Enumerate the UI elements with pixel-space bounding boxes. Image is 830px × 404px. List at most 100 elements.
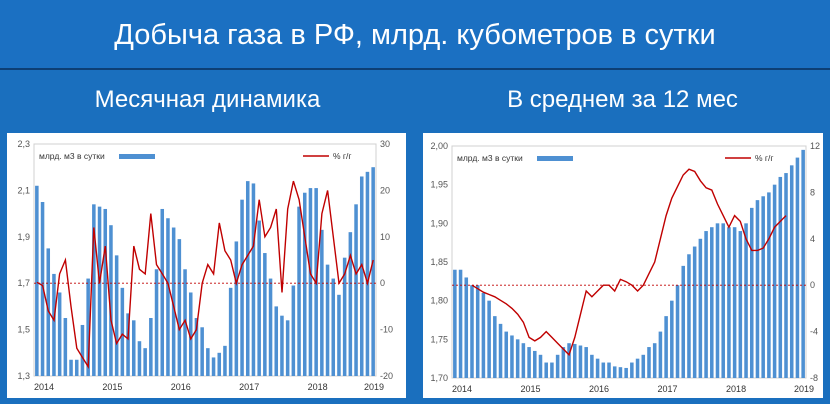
y-right-tick-label: 8	[810, 187, 815, 197]
bar	[607, 362, 611, 378]
x-tick-label: 2018	[308, 382, 328, 392]
bar	[240, 199, 244, 376]
bar	[464, 277, 469, 378]
bar	[504, 331, 509, 378]
y-left-tick-label: 1,80	[430, 296, 448, 306]
y-right-tick-label: 10	[380, 232, 390, 242]
legend-bars-swatch	[537, 156, 573, 161]
bar	[131, 320, 136, 376]
y-left-tick-label: 1,75	[430, 334, 448, 344]
bar	[92, 204, 96, 376]
annual-average-chart-svg: 1,70 1,75 1,80 1,85 1,90 1,95 2,00 -8 -4 0 4 8 12 201…	[430, 141, 820, 394]
bar	[692, 246, 697, 378]
x-tick-label: 2015	[102, 382, 122, 392]
bar	[515, 339, 520, 378]
bar	[206, 348, 210, 376]
bar	[109, 225, 113, 376]
y-right-tick-label: 12	[810, 141, 820, 151]
bar	[149, 318, 153, 376]
yoy-line	[471, 168, 787, 357]
bar	[744, 223, 748, 378]
bar	[74, 359, 79, 376]
monthly-chart-svg: 1,3 1,5 1,7 1,9 2,1 2,3 -20 -10 0 10 20 30 2014 2015 2…	[17, 139, 393, 392]
bar	[470, 285, 474, 378]
y-left-tick-label: 1,7	[17, 278, 30, 288]
bar	[257, 220, 261, 376]
bar	[778, 176, 783, 378]
bar	[40, 202, 45, 376]
bar	[664, 316, 668, 378]
bar	[801, 149, 805, 378]
bar	[755, 200, 760, 378]
bar	[325, 264, 330, 376]
bar	[297, 206, 301, 376]
bar	[171, 227, 176, 376]
bar	[200, 327, 204, 376]
bar	[550, 362, 554, 378]
y-right-tick-label: 0	[810, 280, 815, 290]
bar	[630, 362, 634, 378]
bar	[35, 185, 39, 376]
legend-bars-label: млрд. м3 в сутки	[457, 153, 523, 163]
bar	[732, 227, 737, 378]
bar	[183, 269, 187, 376]
bar	[715, 223, 720, 378]
y-right-tick-label: -10	[380, 325, 393, 335]
x-tick-label: 2018	[726, 384, 746, 394]
bar	[337, 294, 341, 376]
bar	[493, 316, 497, 378]
bar	[727, 227, 731, 378]
x-tick-label: 2019	[794, 384, 814, 394]
y-left-tick-label: 1,85	[430, 257, 448, 267]
right-chart-subtitle: В среднем за 12 мес	[507, 86, 738, 113]
bar	[160, 208, 165, 376]
bar	[120, 287, 125, 376]
y-left-tick-label: 1,3	[17, 371, 30, 381]
bar	[354, 204, 358, 376]
y-right-tick-label: -4	[810, 327, 818, 337]
bar	[177, 239, 182, 376]
bar	[188, 292, 193, 376]
bar	[228, 287, 233, 376]
bar	[658, 331, 663, 378]
monthly-chart: 1,3 1,5 1,7 1,9 2,1 2,3 -20 -10 0 10 20 30 2014 2015 2…	[7, 133, 406, 398]
title-divider	[0, 68, 830, 70]
x-tick-label: 2017	[658, 384, 678, 394]
bar	[285, 320, 290, 376]
bar	[601, 362, 606, 378]
page-title: Добыча газа в РФ, млрд. кубометров в сут…	[0, 0, 830, 68]
bar	[635, 358, 640, 378]
legend-line-label: % г/г	[755, 153, 773, 163]
bar	[365, 171, 370, 376]
bar	[510, 335, 514, 378]
bar	[590, 354, 594, 378]
bar	[584, 347, 588, 378]
bar	[114, 255, 119, 376]
bar	[475, 285, 480, 378]
y-right-tick-label: -20	[380, 371, 393, 381]
x-tick-label: 2019	[364, 382, 384, 392]
bar	[795, 157, 800, 378]
y-left-tick-label: 2,00	[430, 141, 448, 151]
bar	[245, 181, 250, 376]
bar	[280, 315, 284, 376]
bar	[453, 269, 457, 378]
bar	[481, 292, 486, 378]
bar	[194, 318, 199, 376]
bar	[698, 238, 703, 378]
bar	[738, 231, 743, 378]
x-tick-label: 2017	[239, 382, 259, 392]
bar	[784, 173, 788, 378]
bar	[544, 362, 548, 378]
bar	[69, 359, 73, 376]
bar	[538, 354, 543, 378]
bar	[137, 341, 142, 376]
bar	[52, 273, 56, 376]
bar	[268, 278, 273, 376]
bar	[143, 348, 147, 376]
bar	[63, 318, 68, 376]
bar	[572, 343, 577, 378]
bar	[641, 354, 646, 378]
annual-average-chart: 1,70 1,75 1,80 1,85 1,90 1,95 2,00 -8 -4 0 4 8 12 201…	[423, 133, 823, 398]
bar	[211, 357, 216, 376]
